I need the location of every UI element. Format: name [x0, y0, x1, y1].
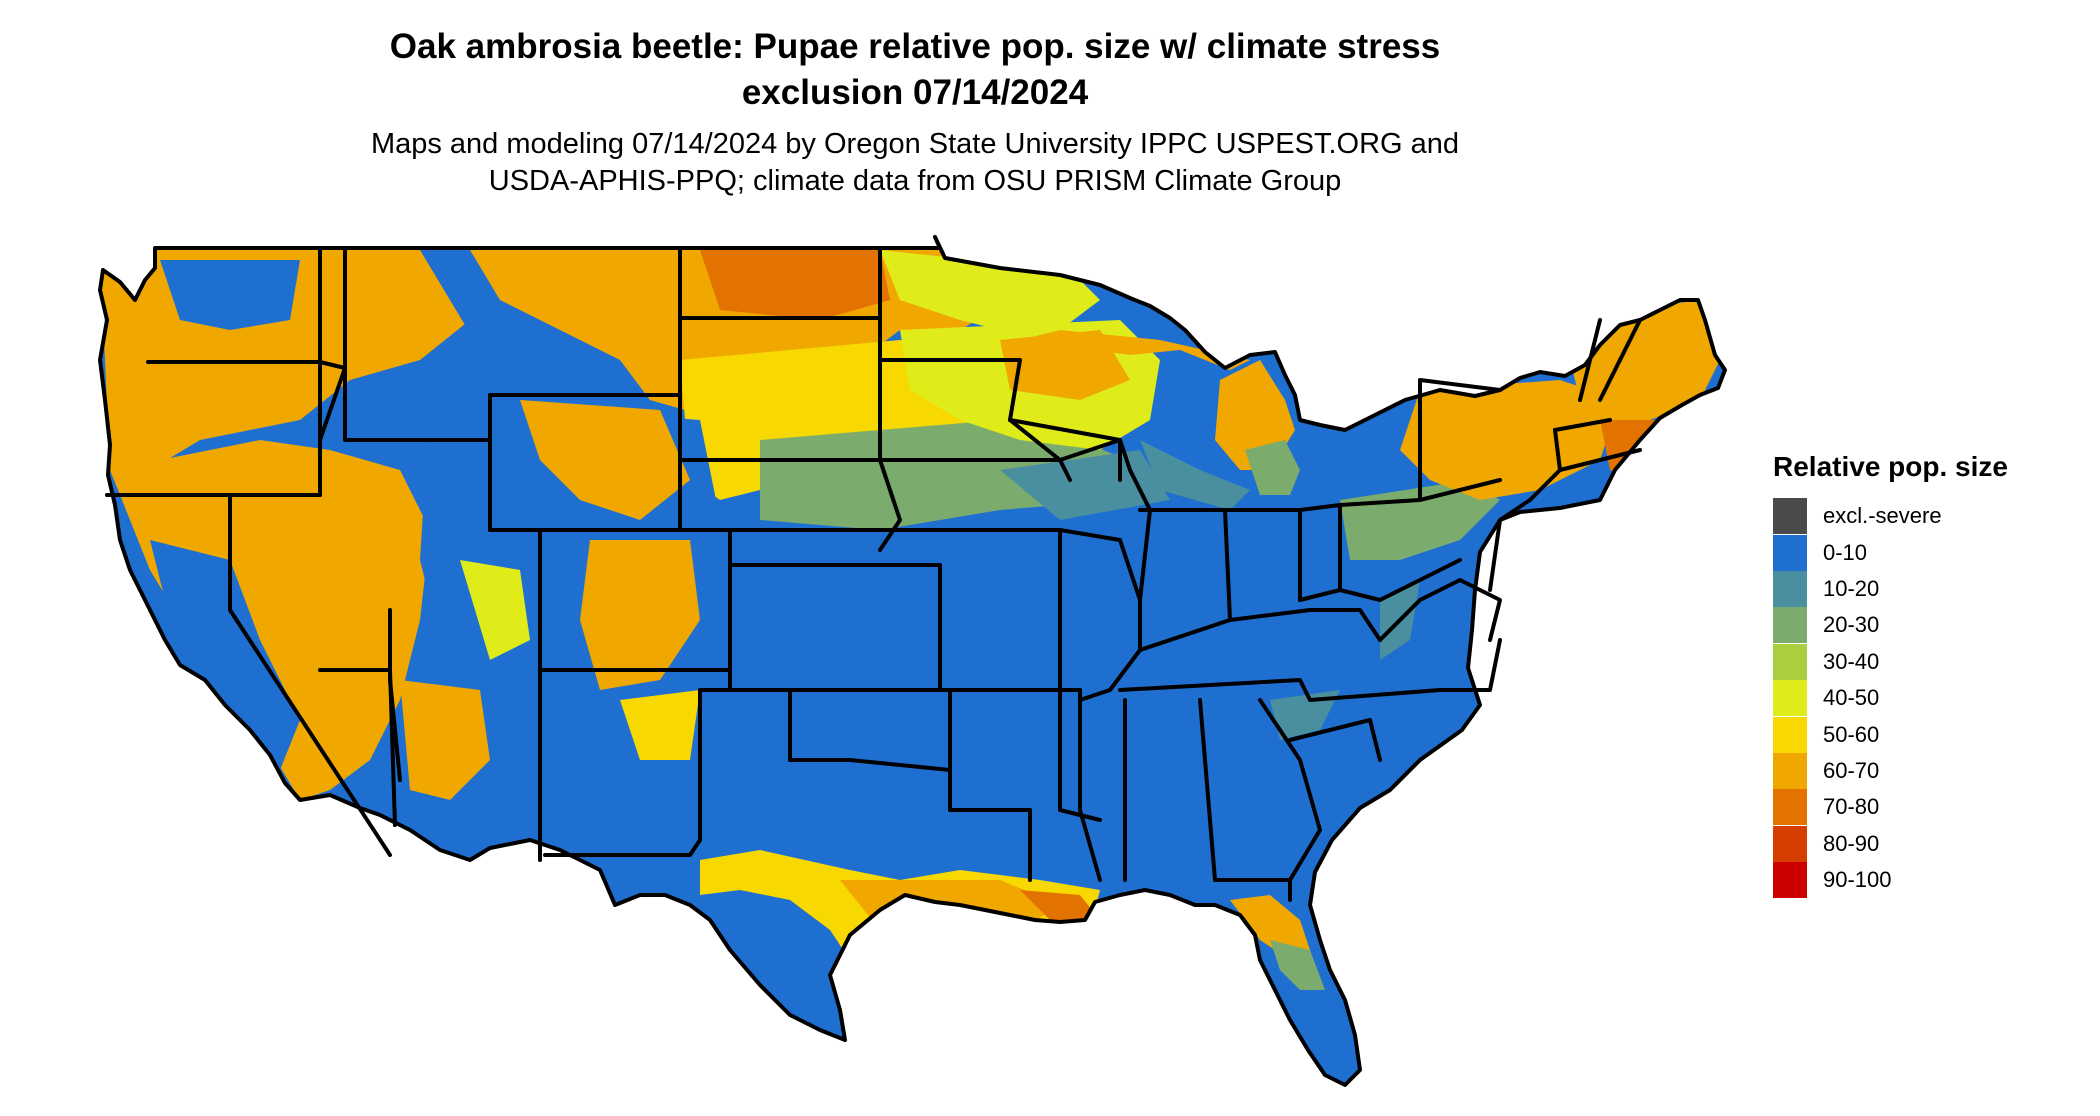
legend-item: 60-70 [1773, 752, 2073, 789]
legend-swatch [1773, 643, 1807, 680]
legend-label: 0-10 [1823, 539, 1868, 565]
us-map [98, 235, 1727, 1087]
legend-item: 0-10 [1773, 534, 2073, 571]
legend-swatch [1773, 570, 1807, 607]
legend-label: 30-40 [1823, 648, 1880, 674]
legend-label: 90-100 [1823, 867, 1892, 893]
legend-label: 60-70 [1823, 757, 1880, 783]
legend-swatch [1773, 680, 1807, 717]
legend-item: 40-50 [1773, 680, 2073, 717]
legend-swatch [1773, 716, 1807, 753]
legend-item: 30-40 [1773, 643, 2073, 680]
legend-item: 90-100 [1773, 862, 2073, 899]
legend-swatch [1773, 498, 1807, 535]
legend-label: 40-50 [1823, 685, 1880, 711]
legend-swatch [1773, 534, 1807, 571]
legend-swatch [1773, 789, 1807, 826]
subtitle-line-2: USDA-APHIS-PPQ; climate data from OSU PR… [488, 165, 1342, 197]
legend-item: 80-90 [1773, 825, 2073, 862]
legend-swatch [1773, 825, 1807, 862]
legend-swatch [1773, 752, 1807, 789]
legend-item: 10-20 [1773, 570, 2073, 607]
subtitle-line-1: Maps and modeling 07/14/2024 by Oregon S… [370, 128, 1460, 160]
title-line-2: exclusion 07/14/2024 [741, 73, 1089, 112]
legend-label: 50-60 [1823, 721, 1880, 747]
map-title: Oak ambrosia beetle: Pupae relative pop.… [340, 24, 1490, 116]
legend-label: 10-20 [1823, 575, 1880, 601]
legend-item: 50-60 [1773, 716, 2073, 753]
legend-item: 70-80 [1773, 789, 2073, 826]
map-legend: Relative pop. size excl.-severe 0-10 10-20… [1773, 450, 2073, 899]
legend-label: 20-30 [1823, 612, 1880, 638]
legend-title: Relative pop. size [1773, 451, 2008, 482]
title-line-1: Oak ambrosia beetle: Pupae relative pop.… [389, 27, 1441, 66]
state-boundaries [98, 235, 1727, 1087]
legend-swatch [1773, 862, 1807, 899]
legend-items: excl.-severe 0-10 10-20 20-30 30-40 40-50 50-6… [1773, 498, 2073, 899]
legend-swatch [1773, 607, 1807, 644]
legend-label: 70-80 [1823, 794, 1880, 820]
legend-item: 20-30 [1773, 607, 2073, 644]
legend-item: excl.-severe [1773, 498, 2073, 535]
legend-label: 80-90 [1823, 830, 1880, 856]
map-subtitle: Maps and modeling 07/14/2024 by Oregon S… [330, 126, 1500, 200]
legend-label: excl.-severe [1823, 503, 1942, 529]
